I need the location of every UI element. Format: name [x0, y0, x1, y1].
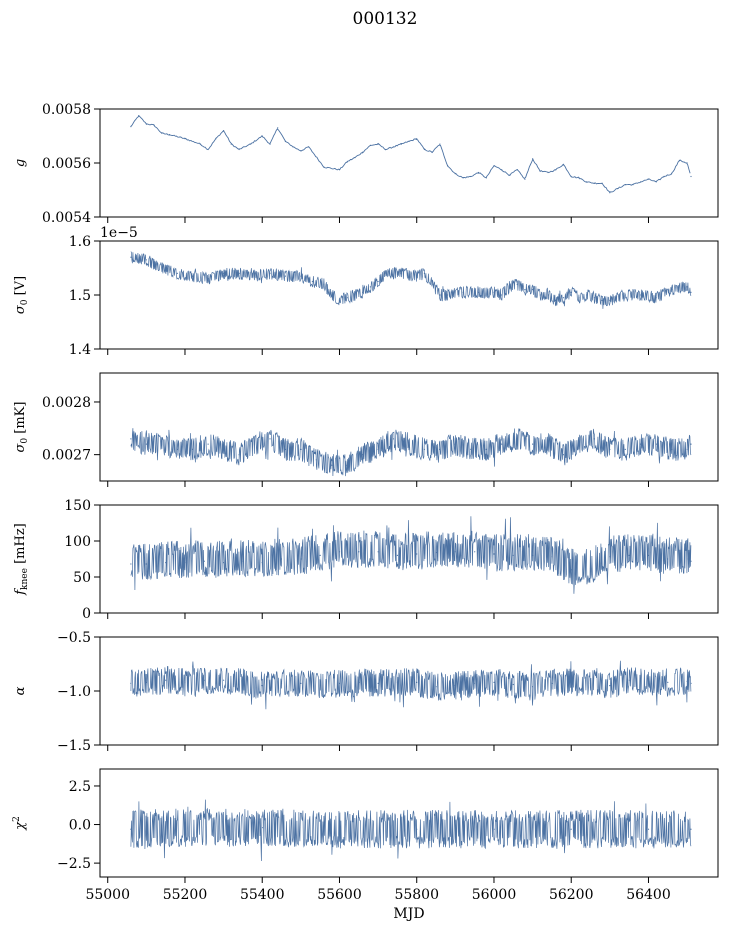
data-point — [524, 289, 526, 291]
x-tick-label: 56200 — [549, 887, 594, 903]
panels: 0.0054 0.0056 0.0058 g 1.4 1.5 1.6 1e−5 σ0 [V] 0.… — [12, 102, 719, 922]
x-tick-label: 55400 — [240, 887, 285, 903]
series-1 — [130, 251, 692, 309]
data-point — [377, 280, 379, 283]
data-point — [300, 448, 302, 450]
y-tick-label: 2.5 — [69, 779, 91, 795]
x-tick-label: 56000 — [472, 887, 517, 903]
y-tick-label: 0 — [82, 606, 91, 622]
data-point — [284, 275, 286, 277]
panel-1: 1.4 1.5 1.6 1e−5 σ0 [V] — [13, 225, 719, 358]
data-point — [331, 464, 333, 466]
series-2 — [130, 428, 692, 477]
y-tick-label: −1.0 — [57, 684, 91, 700]
data-point — [319, 554, 321, 557]
data-point — [311, 280, 313, 283]
y-tick-label: 100 — [64, 534, 91, 550]
y-axis-label: g — [13, 159, 28, 167]
y-axis-label: σ0 [V] — [13, 276, 30, 314]
data-point — [130, 438, 132, 440]
data-point — [609, 685, 611, 687]
y-axis-label: χ2 — [12, 816, 28, 831]
data-point — [501, 443, 503, 445]
series-line — [130, 660, 692, 710]
y-tick-label: 1.4 — [69, 342, 91, 358]
y-tick-label: 50 — [73, 570, 91, 586]
y-tick-label: 0.0058 — [42, 102, 91, 118]
y-axis-label: α — [13, 686, 28, 695]
y-tick-label: −2.5 — [57, 856, 91, 872]
data-point — [277, 127, 279, 129]
series-line — [130, 516, 692, 594]
y-tick-label: −1.5 — [57, 738, 91, 754]
offset-text: 1e−5 — [100, 225, 138, 241]
data-point — [570, 828, 572, 830]
data-point — [396, 554, 398, 557]
data-point — [493, 681, 495, 684]
axes-frame — [99, 372, 719, 482]
x-tick-label: 55600 — [317, 887, 362, 903]
y-tick-label: 0.0054 — [42, 210, 91, 226]
data-point — [358, 551, 360, 553]
data-point — [532, 443, 534, 445]
panel-2: 0.0027 0.0028 σ0 [mK] — [13, 372, 719, 487]
series-3 — [130, 516, 692, 594]
data-point — [493, 553, 495, 555]
y-tick-label: −0.5 — [57, 630, 91, 646]
data-point — [145, 443, 147, 445]
figure-title: 000132 — [353, 9, 418, 29]
data-point — [130, 256, 132, 258]
panel-0: 0.0054 0.0056 0.0058 g — [13, 102, 719, 226]
y-tick-label: 1.6 — [69, 234, 91, 250]
series-4 — [130, 660, 692, 710]
data-point — [300, 682, 302, 685]
y-tick-label: 150 — [64, 498, 91, 514]
data-point — [207, 443, 209, 445]
series-0 — [130, 115, 692, 194]
panel-5: −2.5 0.0 2.5 55000 55200 55400 55600 55800 56000… — [12, 768, 719, 922]
y-axis-label: σ0 [mK] — [13, 402, 30, 453]
axes-frame — [99, 768, 719, 878]
axes-frame — [99, 504, 719, 614]
series-line — [130, 428, 692, 477]
x-tick-label: 55800 — [394, 887, 439, 903]
data-point — [690, 291, 692, 293]
x-tick-label: 55000 — [85, 887, 130, 903]
panel-3: 0 50 100 150 fknee [mHz] — [13, 498, 719, 622]
data-point — [647, 828, 650, 830]
y-tick-label: 1.5 — [69, 288, 91, 304]
data-point — [369, 286, 371, 288]
data-point — [667, 681, 669, 684]
axes-frame — [99, 108, 719, 218]
series-line — [130, 115, 691, 193]
data-point — [269, 438, 271, 440]
y-tick-label: 0.0056 — [42, 156, 91, 172]
data-point — [176, 272, 178, 274]
y-axis-label: fknee [mHz] — [13, 523, 30, 596]
data-point — [439, 143, 441, 145]
panel-4: −1.5 −1.0 −0.5 α — [13, 630, 719, 754]
axes-frame — [99, 636, 719, 746]
data-point — [690, 175, 692, 178]
data-point — [223, 679, 225, 681]
data-point — [562, 454, 565, 456]
y-tick-label: 0.0027 — [42, 448, 91, 464]
data-point — [474, 551, 476, 553]
y-tick-label: 0.0 — [69, 818, 91, 834]
data-point — [624, 448, 626, 450]
series-line — [130, 251, 692, 309]
series-line — [130, 799, 692, 862]
y-tick-label: 0.0028 — [42, 395, 91, 411]
data-point — [690, 443, 692, 445]
data-point — [130, 563, 132, 565]
series-5 — [130, 799, 692, 862]
x-tick-label: 56400 — [626, 887, 671, 903]
data-point — [512, 683, 514, 686]
x-axis-label: MJD — [393, 906, 424, 922]
data-point — [562, 297, 565, 299]
data-point — [690, 828, 692, 830]
x-tick-label: 55200 — [163, 887, 208, 903]
data-point — [165, 679, 167, 681]
